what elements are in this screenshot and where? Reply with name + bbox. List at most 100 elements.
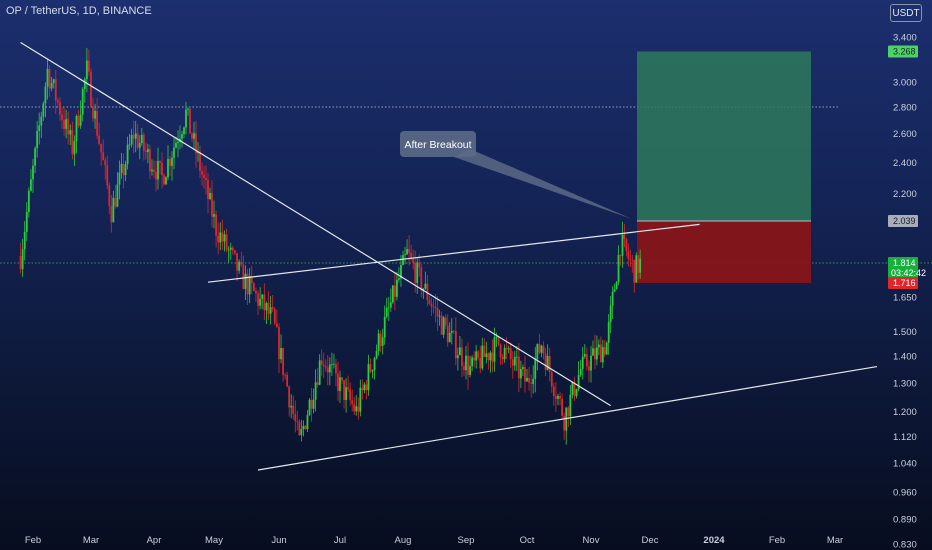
bull-candle <box>391 285 394 303</box>
bear-candle <box>349 389 352 401</box>
price-tick-label: 0.890 <box>893 514 917 525</box>
bull-candle <box>442 317 445 335</box>
bear-candle <box>463 366 465 371</box>
bear-candle <box>142 134 145 151</box>
bear-candle <box>106 165 109 186</box>
trendline[interactable] <box>207 223 700 283</box>
bear-candle <box>563 415 566 431</box>
bull-candle <box>167 158 169 178</box>
bull-candle <box>248 275 251 295</box>
bull-candle <box>534 359 537 379</box>
trendline[interactable] <box>257 365 878 471</box>
bull-candle <box>339 377 341 392</box>
bear-candle <box>436 308 439 317</box>
symbol-header: OP / TetherUS, 1D, BINANCE <box>6 5 152 17</box>
bull-candle <box>424 283 427 289</box>
bear-candle <box>410 252 413 258</box>
bear-candle <box>136 133 139 148</box>
target-price-tag: 3.268 <box>893 46 916 56</box>
bear-candle <box>440 315 443 335</box>
bear-candle <box>528 377 530 383</box>
bear-candle <box>357 406 360 412</box>
bull-candle <box>171 157 173 166</box>
annotation-callout[interactable]: After Breakout <box>400 131 632 219</box>
bull-candle <box>438 315 441 317</box>
bull-candle <box>330 364 333 366</box>
bear-candle <box>623 234 626 240</box>
bear-candle <box>428 300 431 304</box>
bull-candle <box>363 384 366 391</box>
trendline[interactable] <box>20 42 611 407</box>
bull-candle <box>85 60 88 80</box>
bear-candle <box>96 110 98 136</box>
bull-candle <box>27 190 30 213</box>
bull-candle <box>465 355 467 371</box>
bull-candle <box>571 382 574 395</box>
bear-candle <box>320 360 323 365</box>
bear-candle <box>242 264 245 289</box>
bear-candle <box>231 247 234 251</box>
bull-candle <box>375 351 378 359</box>
bear-candle <box>163 175 165 185</box>
bear-candle <box>361 387 364 391</box>
bull-candle <box>590 355 592 371</box>
bull-candle <box>44 86 47 104</box>
bull-candle <box>124 164 127 176</box>
bear-candle <box>199 151 201 171</box>
bull-candle <box>65 119 68 129</box>
bear-candle <box>191 133 193 139</box>
bear-candle <box>599 344 602 363</box>
bear-candle <box>548 356 551 372</box>
bull-candle <box>400 264 402 279</box>
bull-candle <box>583 354 586 357</box>
bull-candle <box>128 144 131 146</box>
bull-candle <box>507 348 510 350</box>
bull-candle <box>522 367 524 369</box>
bull-candle <box>609 305 612 323</box>
bear-candle <box>63 119 65 129</box>
stop-price-tag: 1.716 <box>893 278 916 288</box>
bear-candle <box>292 405 295 415</box>
bull-candle <box>147 149 149 152</box>
time-tick-label: Feb <box>25 535 41 546</box>
bear-candle <box>461 347 463 367</box>
bear-candle <box>250 275 253 284</box>
bear-candle <box>337 373 339 392</box>
bear-candle <box>273 309 276 324</box>
bear-candle <box>341 377 343 381</box>
time-tick-label: 2024 <box>703 535 725 546</box>
time-tick-label: Feb <box>769 535 785 546</box>
bull-candle <box>615 282 618 290</box>
bull-candle <box>532 378 535 384</box>
price-axis[interactable]: 3.400 3.000 2.800 2.600 2.400 2.200 1.650 1.500… <box>893 33 917 550</box>
time-axis[interactable]: Feb Mar Apr May Jun Jul Aug Sep Oct Nov Dec 2024 Feb… <box>25 535 843 546</box>
bear-candle <box>267 303 270 314</box>
price-tick-label: 1.400 <box>893 352 917 363</box>
bear-candle <box>236 253 238 271</box>
bear-candle <box>432 306 435 308</box>
bear-candle <box>633 260 636 283</box>
bull-candle <box>259 298 262 306</box>
bear-candle <box>132 134 135 139</box>
bear-candle <box>434 307 437 309</box>
bear-candle <box>278 327 280 360</box>
bear-candle <box>284 374 286 376</box>
price-tick-label: 0.960 <box>893 487 917 498</box>
bull-candle <box>597 344 600 348</box>
bear-candle <box>326 367 329 373</box>
bear-candle <box>240 261 243 265</box>
bull-candle <box>238 261 241 271</box>
bear-candle <box>454 331 457 359</box>
bear-candle <box>252 283 255 291</box>
bear-candle <box>353 404 356 412</box>
price-tick-label: 2.200 <box>893 189 917 200</box>
bull-candle <box>377 333 380 352</box>
bear-candle <box>61 114 63 120</box>
entry-price-tag: 2.039 <box>893 216 916 226</box>
bear-candle <box>629 258 632 260</box>
bear-candle <box>271 307 274 310</box>
bear-candle <box>479 357 482 369</box>
bear-candle <box>552 386 555 396</box>
currency-button[interactable]: USDT <box>890 4 922 22</box>
